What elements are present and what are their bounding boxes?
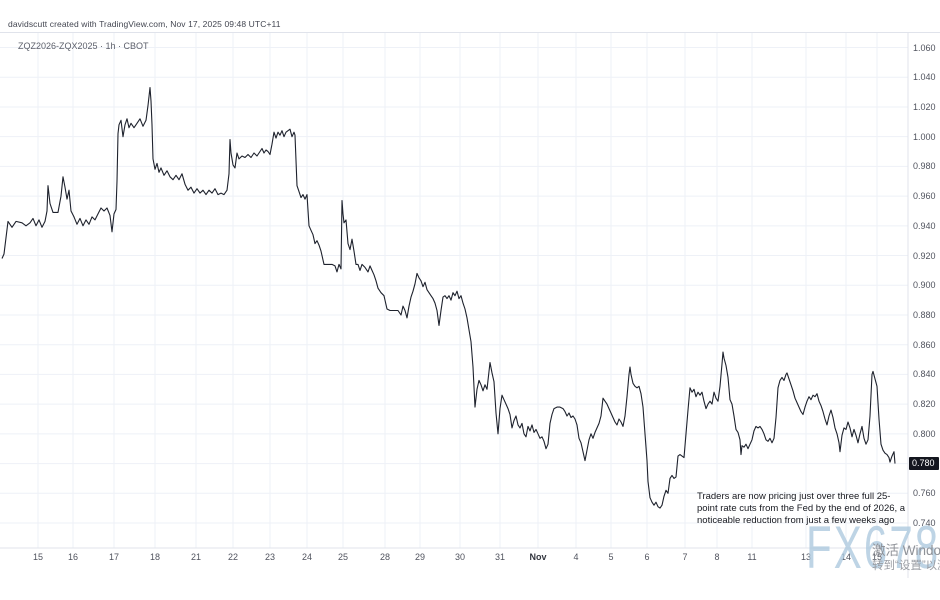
- price-axis-label: 1.020: [913, 101, 936, 112]
- price-axis-label: 1.040: [913, 72, 936, 83]
- annotation-line: Traders are now pricing just over three …: [697, 491, 891, 502]
- time-axis-label: 18: [149, 552, 161, 562]
- price-axis-label: 1.000: [913, 131, 936, 142]
- annotation-line: noticeable reduction from just a few wee…: [697, 515, 895, 526]
- time-axis-label: 15: [32, 552, 44, 562]
- header-divider: [0, 32, 940, 33]
- annotation-text: Traders are now pricing just over three …: [697, 491, 927, 527]
- time-axis-label: 7: [682, 552, 688, 562]
- time-axis-label: 22: [227, 552, 239, 562]
- time-axis-label: 29: [414, 552, 426, 562]
- windows-activation-settings-text: 转到“设置”以激活: [872, 560, 940, 572]
- price-axis-label: 0.800: [913, 428, 936, 439]
- time-axis-label: 13: [800, 552, 812, 562]
- windows-activation-text: 激活 Windo: [872, 543, 940, 558]
- annotation-line: point rate cuts from the Fed by the end …: [697, 503, 906, 514]
- time-axis-label: 15: [871, 552, 883, 562]
- time-axis-label: 8: [714, 552, 720, 562]
- time-axis-label: 24: [301, 552, 313, 562]
- price-axis-label: 0.840: [913, 369, 936, 380]
- price-axis-label: 0.740: [913, 518, 936, 528]
- last-price-badge: 0.780: [909, 456, 939, 470]
- time-axis-label: 31: [494, 552, 506, 562]
- time-axis-label: 17: [108, 552, 120, 562]
- time-axis-label: 11: [747, 552, 757, 562]
- price-axis-label: 1.060: [913, 42, 936, 53]
- time-axis-label: 28: [379, 552, 391, 562]
- price-axis-label: 0.860: [913, 339, 936, 350]
- price-axis-label: 0.960: [913, 191, 936, 202]
- fx678-watermark: FX678: [806, 514, 940, 581]
- price-axis-label: 0.820: [913, 399, 936, 410]
- price-axis-label: 0.760: [913, 488, 936, 499]
- time-axis-label: 4: [573, 552, 579, 562]
- price-axis-label: 0.980: [913, 161, 936, 172]
- time-axis-label: 16: [67, 552, 79, 562]
- price-axis-label: 0.920: [913, 250, 936, 261]
- attribution-text: davidscutt created with TradingView.com,…: [8, 19, 281, 29]
- price-line-series: [1, 87, 896, 509]
- time-axis-label: 5: [608, 552, 614, 562]
- time-axis-label: 23: [264, 552, 276, 562]
- symbol-legend[interactable]: ZQZ2026-ZQX2025 · 1h · CBOT: [18, 41, 149, 51]
- time-axis-label: 14: [840, 552, 852, 562]
- time-axis-label: 6: [644, 552, 650, 562]
- price-axis-label: 0.880: [913, 309, 936, 320]
- time-axis-label: Nov: [529, 552, 547, 562]
- price-axis-label: 0.900: [913, 280, 936, 291]
- time-axis-label: 30: [454, 552, 466, 562]
- time-axis-label: 25: [337, 552, 349, 562]
- time-axis-label: 21: [190, 552, 202, 562]
- price-axis-label: 0.940: [913, 220, 936, 231]
